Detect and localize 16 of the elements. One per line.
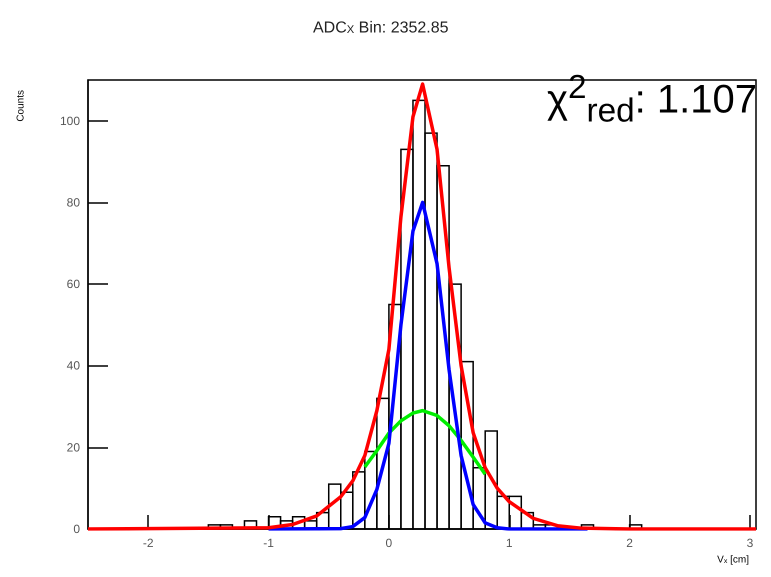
x-tick-label: -2 [142,536,154,550]
x-tick-label: -1 [263,536,274,550]
y-tick-label: 80 [66,195,80,210]
x-tick-label: 0 [386,536,393,550]
y-tick-label: 40 [66,358,80,373]
x-tick-label: 2 [626,536,634,550]
x-tick-label: 3 [746,536,754,550]
y-tick-label: 100 [60,114,80,128]
chart-title: ADCX Bin: 2352.85 [313,19,449,36]
y-tick-label: 0 [73,522,80,536]
line-series [363,408,487,476]
y-axis-title: Counts [16,90,26,122]
y-tick-label: 20 [66,440,80,454]
annotation: χ$^{2}$$_{red}$: 1.107 [546,68,757,132]
x-tick-label: 1 [506,536,513,550]
y-tick-label: 60 [66,277,80,292]
